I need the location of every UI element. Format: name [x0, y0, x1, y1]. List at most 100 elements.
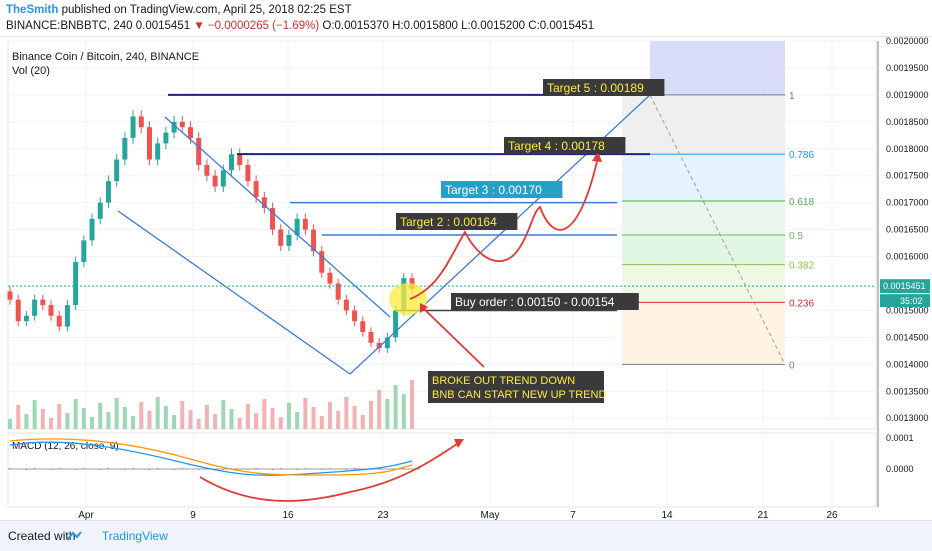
candle — [155, 143, 161, 160]
macd-curve-arrow — [199, 441, 461, 502]
y-tick-label: 0.0019500 — [886, 63, 929, 73]
last-price-value: 0.0015451 — [883, 281, 926, 291]
candle — [376, 342, 382, 349]
volume-bar — [360, 415, 365, 429]
candle — [294, 218, 300, 235]
projected-path-arrow — [409, 156, 599, 300]
chart-header: TheSmith published on TradingView.com, A… — [0, 0, 932, 37]
candle — [163, 132, 169, 144]
x-tick-label: 16 — [282, 510, 294, 520]
candle — [138, 116, 144, 128]
fib-label: 0.618 — [789, 197, 814, 208]
candle — [130, 116, 136, 138]
macd-label: MACD (12, 26, close, 9) — [12, 441, 119, 452]
signal-line — [9, 438, 413, 476]
volume-bar — [73, 399, 78, 429]
author-link[interactable]: TheSmith — [6, 4, 59, 16]
volume-bar — [213, 414, 218, 429]
volume-bar — [295, 412, 300, 429]
volume-bar — [188, 410, 193, 429]
fib-zone — [622, 235, 785, 265]
tradingview-brand[interactable]: TradingView — [101, 529, 168, 543]
arrowhead-icon — [592, 151, 602, 162]
volume-bar — [122, 407, 127, 429]
projection-dashed-line — [649, 94, 786, 365]
volume-bar — [237, 418, 242, 429]
y-tick-label: 0.0016000 — [886, 252, 929, 262]
candle — [89, 218, 95, 241]
candle — [270, 208, 276, 230]
ohlc-values: O:0.0015370 H:0.0015800 L:0.0015200 C:0.… — [322, 20, 595, 32]
fib-label: 0.786 — [789, 150, 814, 161]
volume-bar — [8, 419, 12, 429]
x-tick-label: 21 — [757, 510, 769, 520]
arrowhead-icon — [454, 439, 464, 448]
volume-bar — [352, 406, 357, 429]
last-price-badge — [880, 279, 930, 294]
candle — [64, 305, 70, 327]
volume-bar — [245, 404, 250, 429]
volume-bar — [278, 417, 283, 429]
candle — [393, 310, 399, 338]
candle — [122, 138, 128, 160]
countdown-badge — [880, 294, 930, 308]
candle — [40, 299, 46, 306]
candle — [319, 251, 325, 273]
x-tick-label: 7 — [570, 510, 576, 520]
y-tick-label: 0.0019000 — [886, 90, 929, 100]
y-tick-label: 0.0018500 — [886, 117, 929, 127]
candle — [32, 299, 38, 316]
candle — [327, 272, 333, 284]
macd-line — [9, 441, 413, 476]
volume-bar — [57, 404, 62, 429]
fib-zone — [622, 302, 785, 365]
y-tick-label: 0.0018000 — [886, 144, 929, 154]
target-label-box — [543, 79, 665, 96]
volume-bar — [377, 390, 382, 429]
volume-bar — [344, 397, 349, 429]
fib-label: 1 — [789, 91, 795, 102]
volume-bar — [229, 409, 234, 429]
fib-label: 0.236 — [789, 298, 814, 309]
candle — [237, 154, 243, 165]
fib-label: 0 — [789, 360, 795, 371]
volume-bar — [221, 400, 226, 429]
y-tick-label: 0.0016500 — [886, 225, 929, 235]
candle — [286, 235, 292, 246]
tradingview-cloud-icon — [66, 531, 82, 541]
volume-bar — [114, 398, 119, 429]
x-tick-label: 14 — [661, 510, 673, 520]
x-tick-label: 23 — [377, 510, 389, 520]
volume-bar — [303, 398, 308, 429]
countdown-value: 35:02 — [900, 296, 923, 306]
volume-bar — [270, 408, 275, 429]
x-tick-label: Apr — [78, 510, 94, 520]
price-chart[interactable]: Apr 9 16 23 May 7 14 21 26 0.0020000 0.0019500 0.00… — [0, 37, 932, 520]
candle — [261, 197, 267, 209]
breakout-highlight — [389, 283, 427, 315]
volume-bar — [163, 406, 168, 429]
buy-order-label: Buy order : 0.00150 - 0.00154 — [455, 295, 615, 309]
volume-bar — [401, 394, 406, 429]
volume-bar — [65, 413, 70, 429]
target-label: Target 3 : 0.00170 — [445, 183, 542, 197]
fib-zone — [622, 264, 785, 303]
volume-bar — [311, 407, 316, 429]
y-tick-label: 0.0017500 — [886, 171, 929, 181]
volume-label: Vol (20) — [12, 65, 50, 77]
footer-bar: Created with TradingView — [0, 520, 932, 551]
volume-bar — [131, 416, 136, 429]
volume-bar — [286, 403, 291, 429]
x-tick-label: 26 — [826, 510, 838, 520]
y-tick-label: 0.0014000 — [886, 359, 929, 369]
y-tick-label: 0.0013500 — [886, 386, 929, 396]
y-tick-label: 0.0017000 — [886, 198, 929, 208]
target-label-box — [504, 137, 626, 154]
note-line: BROKE OUT TREND DOWN — [432, 375, 575, 387]
fib-zone — [650, 41, 785, 95]
fib-label: 0.5 — [789, 231, 803, 242]
volume-bar — [81, 408, 86, 429]
volume-bar — [410, 380, 414, 429]
channel-lower-line — [117, 210, 351, 375]
fib-zone — [622, 201, 785, 235]
